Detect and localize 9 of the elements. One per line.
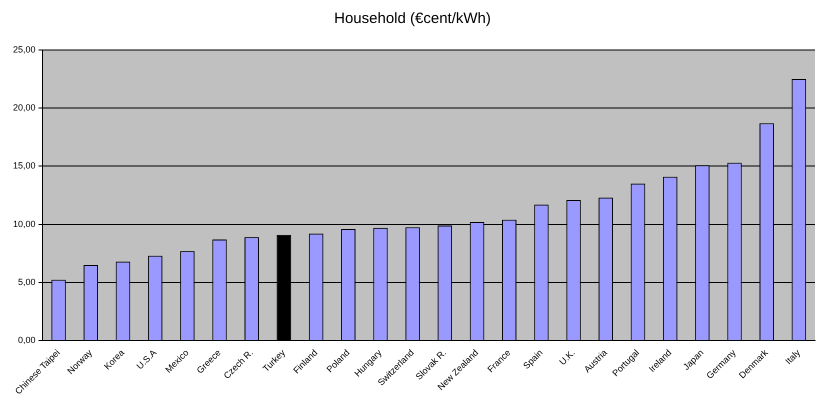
y-tick-label: 10,00: [12, 218, 36, 229]
y-tick-label: 0,00: [18, 335, 36, 346]
y-tick-label: 5,00: [18, 276, 36, 287]
x-tick-label: U.K.: [557, 348, 577, 367]
y-tick-label: 20,00: [12, 102, 36, 113]
y-tick-label: 25,00: [12, 44, 36, 54]
y-tick-label: 15,00: [12, 160, 36, 171]
x-tick-label: Italy: [783, 347, 802, 366]
chart-title: Household (€cent/kWh): [334, 10, 491, 28]
